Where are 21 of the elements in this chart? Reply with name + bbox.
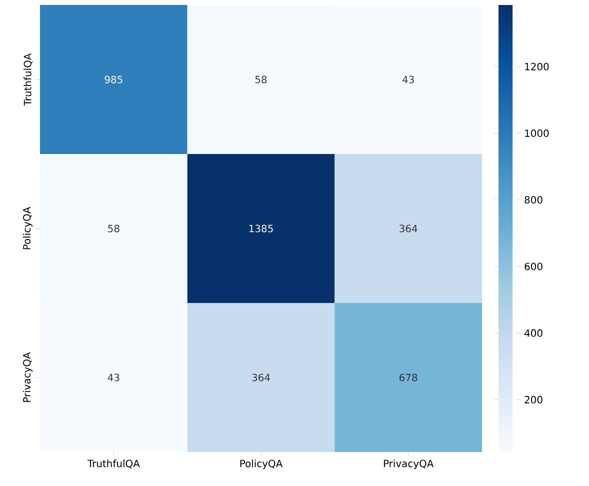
data-label: 43 bbox=[108, 374, 120, 382]
data-label: 1385 bbox=[249, 224, 273, 232]
y-tick-label: TruthfulQA bbox=[24, 53, 32, 106]
y-tick-label: PolicyQA bbox=[22, 206, 32, 250]
x-tick-label: TruthfulQA bbox=[87, 460, 140, 468]
x-tick-label: PolicyQA bbox=[240, 460, 283, 470]
data-label: 58 bbox=[255, 76, 267, 84]
data-label: 43 bbox=[402, 76, 414, 84]
color-bar-label: 1000 bbox=[525, 129, 549, 138]
data-label: 364 bbox=[252, 374, 270, 382]
color-bar-label: 400 bbox=[524, 329, 542, 337]
color-bar-label: 1200 bbox=[525, 62, 549, 70]
x-tick-label: PrivacyQA bbox=[384, 460, 434, 470]
data-label: 985 bbox=[104, 76, 122, 84]
data-label: 678 bbox=[400, 374, 418, 382]
color-bar-label: 200 bbox=[524, 396, 542, 404]
data-label: 58 bbox=[108, 224, 120, 232]
data-label: 364 bbox=[400, 224, 418, 232]
color-bar-label: 600 bbox=[524, 262, 542, 270]
y-tick-label: PrivacyQA bbox=[22, 352, 32, 402]
color-bar-label: 800 bbox=[524, 196, 542, 204]
